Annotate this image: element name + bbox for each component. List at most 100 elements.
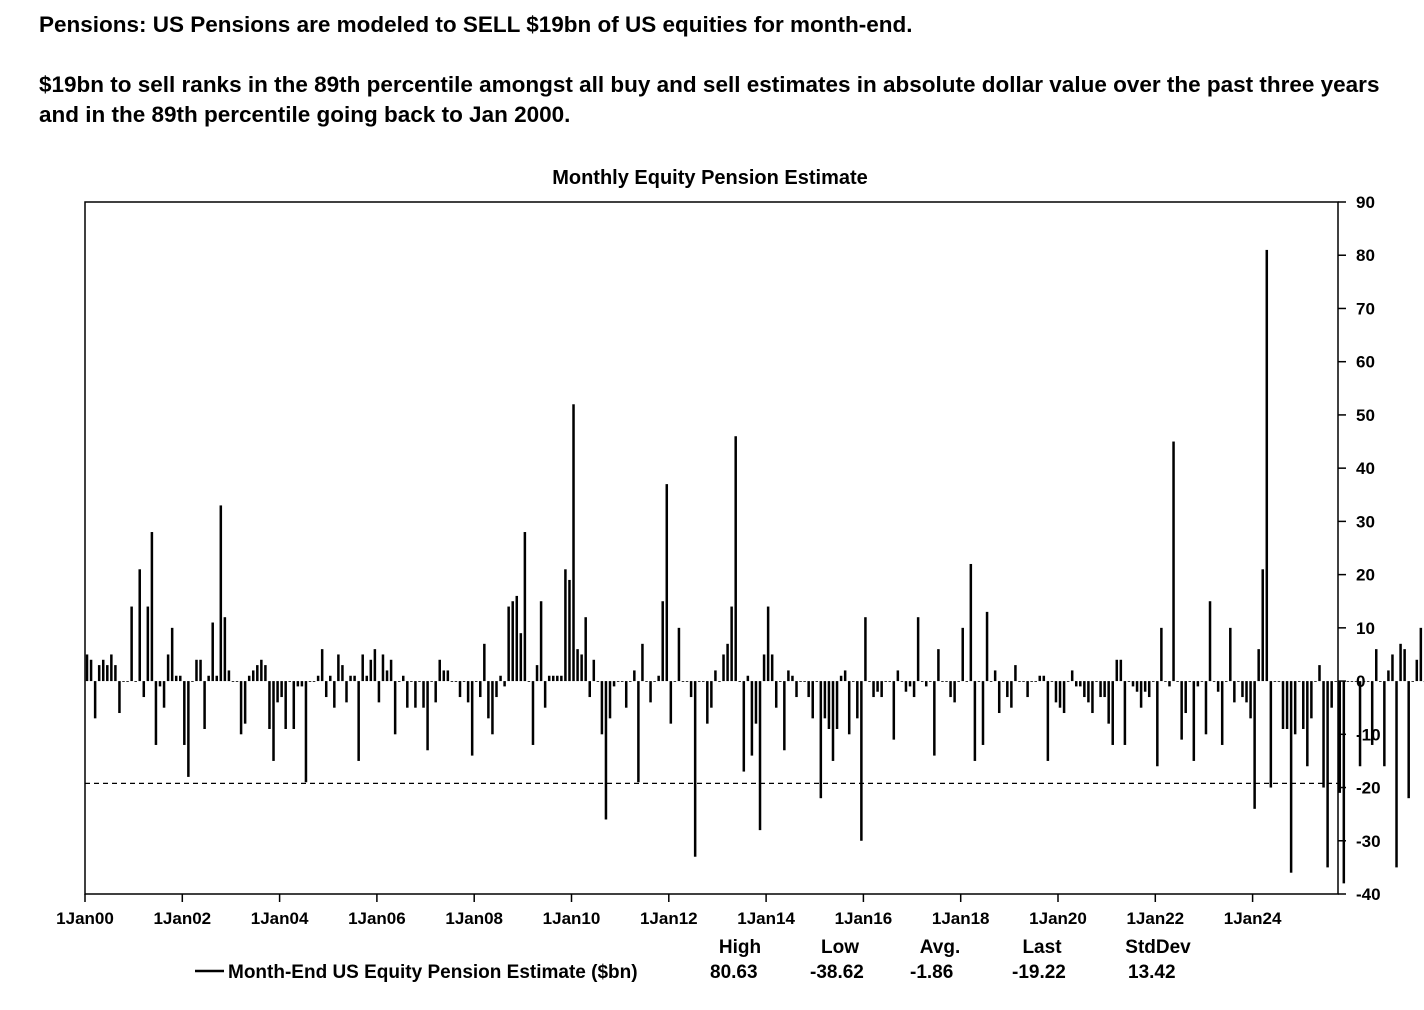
bar (783, 681, 786, 751)
bar (1107, 681, 1110, 724)
bar (1172, 441, 1175, 682)
bar (839, 675, 843, 682)
y-tick-label: -20 (1356, 779, 1381, 798)
bar (673, 681, 677, 682)
bar (1261, 569, 1264, 682)
bar (389, 659, 393, 682)
bar (1164, 681, 1167, 682)
bar (410, 681, 413, 682)
stat-label: Avg. (920, 937, 960, 958)
bar (503, 681, 506, 687)
bar (714, 670, 717, 682)
bar (183, 681, 186, 745)
bar (523, 532, 527, 682)
bar (276, 681, 279, 703)
bar (900, 681, 904, 682)
headline-text: Pensions: US Pensions are modeled to SEL… (39, 12, 913, 37)
bar (645, 681, 648, 682)
bar (1366, 681, 1370, 682)
bar (965, 681, 969, 682)
bar (649, 681, 652, 703)
bar (552, 675, 555, 682)
bar (734, 436, 737, 682)
bar (1387, 670, 1390, 682)
bar (272, 681, 275, 761)
bar (1038, 675, 1042, 682)
bar (908, 681, 912, 687)
bar (357, 681, 360, 761)
bar (1054, 681, 1058, 703)
bar (1180, 681, 1183, 740)
bar (1346, 681, 1350, 682)
x-tick-label: 1Jan12 (640, 909, 698, 928)
bar (402, 675, 405, 682)
bar (1176, 681, 1179, 682)
bar (1139, 681, 1143, 708)
bar (633, 670, 636, 682)
y-tick-label: -30 (1356, 832, 1381, 851)
bar (803, 681, 806, 682)
bar (718, 681, 721, 682)
bar (1415, 659, 1419, 682)
bar (235, 681, 239, 682)
bar (941, 681, 944, 682)
bar (997, 681, 1001, 714)
x-tick-label: 1Jan16 (835, 909, 893, 928)
bar (1152, 681, 1155, 682)
bar (487, 681, 490, 719)
bar (945, 681, 948, 682)
bar (1135, 681, 1139, 692)
bar (758, 681, 762, 831)
bar (1083, 681, 1086, 698)
bar (811, 681, 814, 719)
bar (653, 681, 656, 682)
stat-value: 13.42 (1128, 962, 1176, 983)
bar (1310, 681, 1313, 719)
bar (669, 681, 673, 724)
bar (1196, 681, 1200, 687)
bar (1233, 681, 1236, 703)
bar (106, 665, 109, 682)
bar (953, 681, 956, 703)
bar (264, 665, 267, 682)
bar (1147, 681, 1151, 698)
bar (661, 601, 664, 682)
bar (397, 681, 401, 682)
bar (981, 681, 985, 745)
bar (685, 681, 689, 682)
bar (957, 681, 960, 682)
bar (430, 681, 433, 682)
bar (1156, 681, 1159, 767)
bar (560, 675, 563, 682)
bar (1302, 681, 1305, 729)
bar (1379, 681, 1382, 682)
bar (1358, 681, 1362, 767)
bar (556, 675, 559, 682)
bar (491, 681, 494, 735)
bar (1099, 681, 1102, 698)
bar (616, 681, 620, 682)
bar (612, 681, 616, 687)
bar (665, 484, 669, 682)
bar (1342, 681, 1346, 884)
bar (247, 675, 251, 682)
bar (466, 681, 470, 703)
bar (856, 681, 859, 719)
bar (385, 670, 389, 682)
bar (929, 681, 932, 682)
bar (1115, 659, 1119, 682)
bar (446, 670, 450, 682)
bar (847, 681, 851, 735)
bar (754, 681, 758, 724)
bar (199, 659, 202, 682)
bar (827, 681, 831, 729)
bar (195, 659, 198, 682)
bar (1143, 681, 1147, 692)
bar (1273, 681, 1277, 682)
bar (110, 654, 113, 682)
bar (1285, 681, 1289, 729)
y-tick-label: 90 (1356, 193, 1375, 212)
bar (868, 681, 871, 682)
bar (320, 649, 324, 682)
bar (572, 404, 575, 682)
